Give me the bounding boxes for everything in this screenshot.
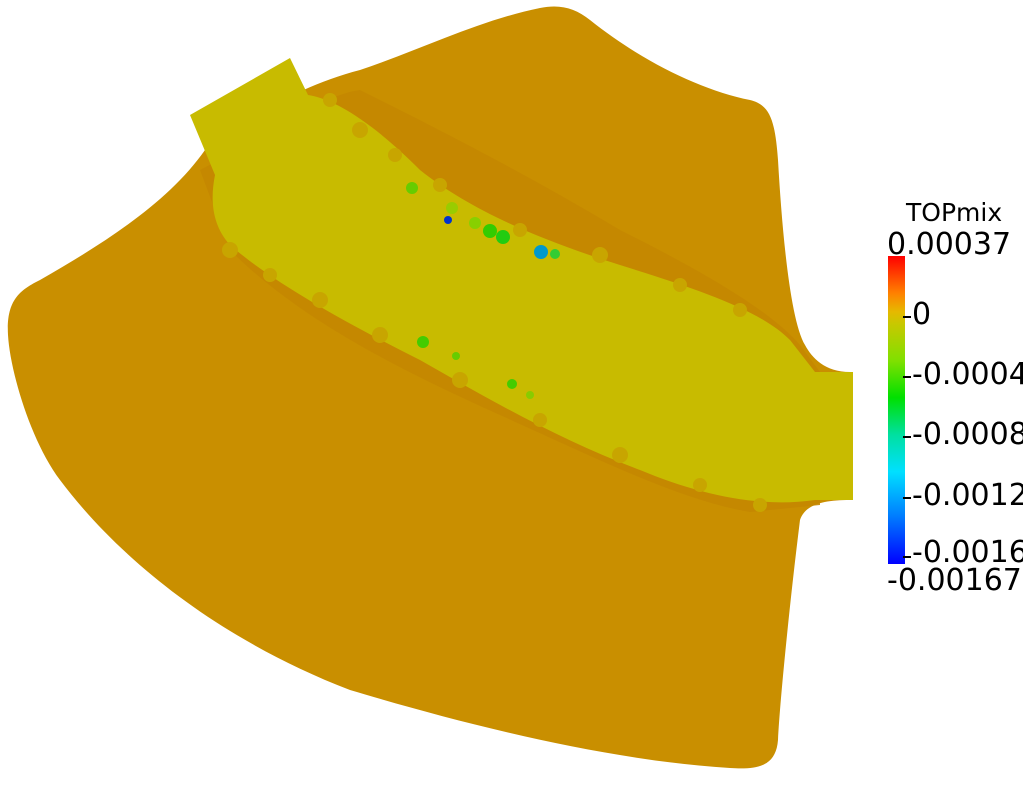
colorbar-tick bbox=[903, 497, 911, 499]
colorbar-tick-label: -0.0004 bbox=[912, 357, 1023, 392]
colorbar-tick bbox=[903, 436, 911, 438]
anomaly-spots bbox=[406, 182, 560, 399]
yellow-band bbox=[190, 58, 853, 503]
colorbar-tick-label: -0.0016 bbox=[912, 535, 1023, 570]
band-edge-nodules bbox=[222, 93, 767, 512]
colorbar-tick-label: 0 bbox=[912, 297, 932, 332]
colorbar-tick bbox=[903, 316, 911, 318]
colorbar-max-label: 0.00037 bbox=[887, 227, 1012, 262]
colorbar-title: TOPmix bbox=[906, 198, 1003, 227]
colorbar-min-label: -0.00167 bbox=[887, 563, 1022, 598]
colorbar bbox=[888, 256, 905, 564]
colorbar-tick bbox=[903, 556, 911, 558]
colorbar-tick-label: -0.0008 bbox=[912, 417, 1023, 452]
colorbar-tick-label: -0.0012 bbox=[912, 478, 1023, 513]
colorbar-tick bbox=[903, 376, 911, 378]
